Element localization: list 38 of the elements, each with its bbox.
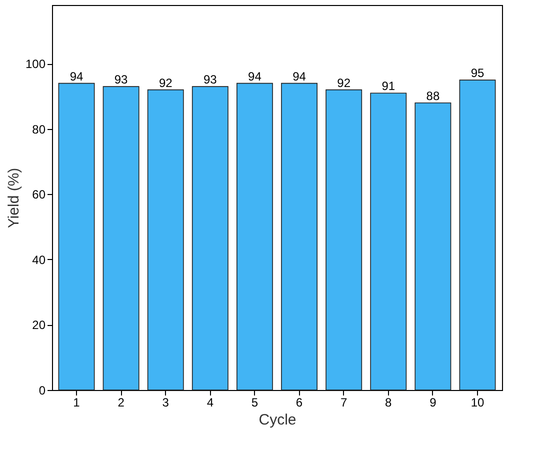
bar — [192, 86, 228, 390]
x-tick-label: 10 — [470, 396, 484, 410]
y-tick-label: 40 — [32, 252, 46, 267]
bar — [326, 89, 362, 390]
x-axis-title: Cycle — [258, 412, 296, 428]
bar — [58, 82, 95, 390]
y-tick-label: 20 — [32, 318, 46, 332]
data-label: 93 — [203, 72, 218, 87]
x-tick-label: 5 — [251, 396, 258, 410]
data-label: 93 — [114, 72, 128, 87]
data-label: 91 — [382, 79, 396, 94]
x-tick-label: 2 — [118, 396, 125, 410]
bar — [459, 80, 496, 390]
bar — [281, 82, 318, 390]
y-tick-label: 60 — [32, 188, 46, 202]
data-label: 95 — [470, 66, 484, 80]
bar — [147, 89, 184, 390]
data-label: 92 — [158, 76, 173, 90]
data-label: 88 — [426, 88, 440, 103]
bar — [370, 92, 407, 390]
y-tick-label: 100 — [25, 57, 46, 72]
bar — [102, 86, 140, 390]
x-tick-label: 1 — [73, 396, 80, 410]
x-tick-label: 4 — [206, 396, 214, 410]
x-tick-label: 7 — [340, 396, 348, 410]
bar — [236, 82, 273, 390]
bar — [414, 102, 452, 390]
y-tick-label: 80 — [32, 122, 46, 136]
data-label: 92 — [337, 76, 351, 90]
data-label: 94 — [70, 69, 84, 84]
y-tick-label: 0 — [38, 384, 46, 398]
y-axis-title: Yield (%) — [5, 168, 22, 228]
x-tick-label: 6 — [296, 396, 303, 410]
data-label: 94 — [292, 69, 306, 84]
data-label: 94 — [248, 69, 262, 84]
x-tick-label: 9 — [430, 396, 437, 410]
x-tick-label: 3 — [162, 396, 170, 410]
x-tick-label: 8 — [385, 396, 392, 410]
